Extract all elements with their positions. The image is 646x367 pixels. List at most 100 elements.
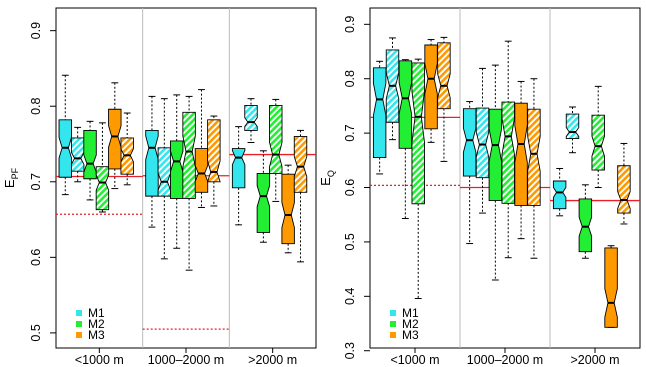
legend-label: M3 <box>88 328 105 342</box>
box-body <box>424 44 438 130</box>
box-body <box>182 111 196 199</box>
legend-swatch-M2 <box>76 321 82 327</box>
x-tick-label: 1000–2000 m <box>467 353 543 367</box>
box-M2-hatched <box>269 98 283 202</box>
y-tick-label: 0.7 <box>29 173 43 190</box>
box-M3-solid <box>604 245 618 328</box>
box-body <box>514 102 528 206</box>
box-M3-hatched <box>437 36 451 162</box>
box-body <box>578 198 593 253</box>
box-M3-solid <box>194 89 209 208</box>
box-body <box>293 135 308 193</box>
legend-swatch-M1 <box>76 310 82 316</box>
box-M1-solid <box>372 60 387 175</box>
box-body <box>281 173 295 245</box>
box-body <box>108 108 122 170</box>
y-tick-label: 0.5 <box>29 324 43 341</box>
x-tick-label: <1000 m <box>391 353 440 367</box>
box-M3-hatched <box>617 142 631 225</box>
box-body <box>231 148 246 189</box>
box-M2-solid <box>578 184 593 259</box>
legend-swatch-M3 <box>76 332 82 338</box>
box-M2-solid <box>256 150 271 243</box>
box-body <box>565 113 580 140</box>
box-M2-hatched <box>182 95 196 271</box>
box-body <box>527 108 541 206</box>
legend-label: M2 <box>402 317 419 331</box>
y-axis-title: EQ <box>318 170 336 186</box>
legend-swatch-M3 <box>390 332 396 338</box>
box-body <box>411 62 425 205</box>
box-body <box>170 140 184 199</box>
box-M1-hatched <box>244 98 258 143</box>
box-M3-solid <box>108 82 122 190</box>
y-tick-label: 0.6 <box>343 179 357 196</box>
y-tick-label: 0.4 <box>343 288 357 305</box>
box-body <box>398 60 413 149</box>
legend-label: M1 <box>402 306 419 320</box>
x-tick-label: >2000 m <box>248 353 297 367</box>
box-M1-solid <box>58 74 72 196</box>
box-body <box>256 173 271 233</box>
box-body <box>604 247 618 328</box>
box-M3-hatched <box>206 115 221 207</box>
box-body <box>244 105 258 131</box>
box-body <box>269 105 283 174</box>
box-M2-hatched <box>501 40 515 259</box>
box-M2-solid <box>170 94 184 249</box>
box-body <box>194 148 209 193</box>
box-M3-solid <box>514 80 528 240</box>
box-M2-hatched <box>411 58 425 299</box>
box-body <box>95 166 110 211</box>
box-M2-solid <box>83 120 97 201</box>
box-M3-hatched <box>527 78 541 259</box>
box-M2-hatched <box>591 85 605 189</box>
y-tick-label: 0.7 <box>343 124 357 141</box>
y-tick-label: 0.5 <box>343 233 357 250</box>
box-M1-hatched <box>475 67 490 214</box>
box-body <box>157 147 172 197</box>
box-body <box>206 119 221 183</box>
legend-label: M2 <box>88 317 105 331</box>
box-body <box>145 129 159 197</box>
box-M1-hatched <box>157 98 172 260</box>
box-body <box>437 42 451 110</box>
y-tick-label: 0.9 <box>343 16 357 33</box>
x-tick-label: 1000–2000 m <box>148 353 224 367</box>
box-M1-solid <box>552 167 567 217</box>
legend-swatch-M2 <box>390 321 396 327</box>
legend-swatch-M1 <box>390 310 396 316</box>
x-tick-label: >2000 m <box>571 353 620 367</box>
box-M1-solid <box>145 95 159 228</box>
box-M1-hatched <box>70 126 85 183</box>
legend-label: M3 <box>402 328 419 342</box>
box-M1-solid <box>462 101 477 245</box>
x-tick-label: <1000 m <box>75 353 124 367</box>
y-tick-label: 0.3 <box>343 342 357 359</box>
box-body <box>462 108 477 177</box>
y-tick-label: 0.8 <box>29 97 43 114</box>
box-body <box>501 101 515 204</box>
right-panel: 0.3 0.4 0.5 0.6 0.7 0.8 0.9 EQ <1000 m 1000–2000 … <box>318 7 641 367</box>
box-M1-hatched <box>565 106 580 154</box>
box-M2-solid <box>398 59 413 220</box>
y-axis-title: EPF <box>2 167 20 188</box>
box-M1-hatched <box>385 37 400 141</box>
box-M3-hatched <box>120 112 134 186</box>
y-tick-label: 0.9 <box>29 22 43 39</box>
box-M1-solid <box>231 126 246 226</box>
legend-label: M1 <box>88 306 105 320</box>
box-M3-solid <box>281 164 295 254</box>
box-M2-hatched <box>95 122 110 213</box>
y-tick-label: 0.8 <box>343 70 357 87</box>
box-body <box>552 180 567 210</box>
box-body <box>70 137 85 172</box>
box-M3-solid <box>424 39 438 143</box>
box-body <box>83 129 97 180</box>
box-M3-hatched <box>293 129 308 263</box>
box-body <box>617 165 631 214</box>
box-body <box>475 107 490 179</box>
y-tick-label: 0.6 <box>29 249 43 266</box>
